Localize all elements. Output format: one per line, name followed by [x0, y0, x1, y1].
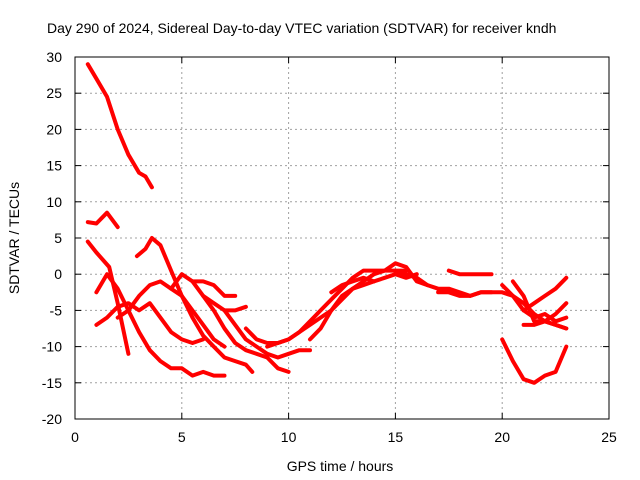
y-tick-label: -20	[42, 411, 62, 427]
y-tick-label: 0	[54, 266, 62, 282]
trace-arc-3	[85, 239, 131, 356]
y-tick-label: 30	[46, 49, 62, 65]
y-tick-label: 20	[46, 121, 62, 137]
axis-ticks	[74, 56, 610, 420]
trace-arc-18	[446, 268, 494, 277]
x-tick-label: 5	[178, 429, 186, 445]
tick-labels: 0 5 10 15 20 25 -20 -15 -10 -5 0 5 10 15 20 25 30	[42, 49, 617, 445]
trace-arc-2	[85, 210, 120, 230]
y-tick-label: -5	[50, 302, 63, 318]
x-tick-label: 25	[601, 429, 617, 445]
y-tick-label: 25	[46, 85, 62, 101]
trace-arc-11	[222, 304, 248, 313]
trace-arc-1	[85, 62, 154, 190]
x-axis-label: GPS time / hours	[287, 458, 394, 474]
trace-arc-8	[169, 272, 291, 374]
grid-lines	[75, 57, 609, 419]
y-tick-label: 15	[46, 158, 62, 174]
trace-arc-17	[436, 290, 494, 298]
x-tick-label: 20	[494, 429, 510, 445]
trace-arc-4	[94, 272, 227, 378]
y-tick-label: 10	[46, 194, 62, 210]
data-traces	[85, 62, 569, 385]
x-tick-label: 0	[71, 429, 79, 445]
trace-arc-22	[521, 319, 569, 331]
x-tick-label: 15	[388, 429, 404, 445]
chart-title: Day 290 of 2024, Sidereal Day-to-day VTE…	[47, 20, 556, 36]
trace-arc-14	[308, 272, 419, 342]
trace-arc-5	[94, 301, 206, 345]
trace-arc-7	[134, 236, 255, 374]
x-tick-label: 10	[281, 429, 297, 445]
trace-arc-15	[329, 275, 376, 295]
trace-arc-21	[521, 275, 569, 313]
trace-arc-9	[190, 279, 238, 298]
trace-arc-23	[500, 337, 569, 385]
y-tick-label: 5	[54, 230, 62, 246]
y-tick-label: -10	[42, 339, 62, 355]
y-axis-label: SDTVAR / TECUs	[6, 182, 22, 294]
trace-arc-10	[201, 293, 312, 360]
y-tick-label: -15	[42, 375, 62, 391]
